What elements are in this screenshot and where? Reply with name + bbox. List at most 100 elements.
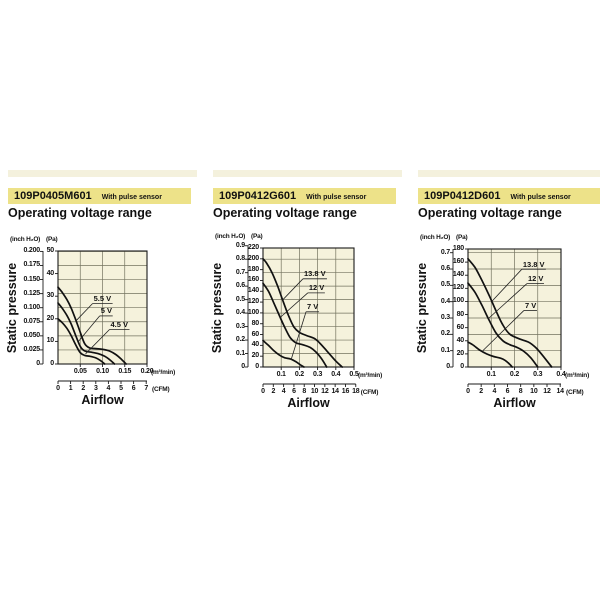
fan-curve-12-V: [467, 282, 539, 368]
pa-tick-label: 40: [46, 269, 55, 277]
top-strip: [213, 170, 402, 177]
inch-tick-label: 0.050: [23, 331, 40, 339]
cfm-tick-label: 6: [292, 388, 296, 395]
pulse-sensor-badge: With pulse sensor: [101, 193, 162, 201]
inch-tick-label: 0: [241, 363, 245, 370]
fan-curve-7-V: [467, 341, 514, 368]
fan-curve-5-5-V: [57, 286, 127, 365]
leader-line: [78, 315, 101, 342]
inch-tick-label: 0: [36, 360, 40, 367]
pulse-sensor-badge: With pulse sensor: [306, 193, 367, 201]
y-unit-left: (inch H₂O): [420, 234, 451, 241]
pa-tick-label: 30: [46, 292, 55, 300]
fan-curve-chart: 220 200 180 160 140 120 100 80 60 40 20 0 0.9 0.8 0.7 0…: [210, 228, 405, 420]
model-number: 109P0412D601: [424, 190, 501, 202]
top-strip: [8, 170, 197, 177]
cfm-tick-label: 7: [144, 385, 149, 392]
x-axis-title: Airflow: [287, 396, 330, 410]
model-number: 109P0412G601: [219, 190, 297, 202]
section-title: Operating voltage range: [418, 206, 562, 220]
x-unit-top: (m³/min): [565, 372, 590, 379]
leader-line: [488, 283, 528, 319]
voltage-label: 7 V: [307, 302, 319, 312]
pa-tick-label: 50: [46, 247, 55, 254]
fan-curve-5-V: [57, 302, 116, 365]
cfm-tick-label: 5: [119, 385, 123, 392]
inch-tick-label: 0.9: [235, 241, 245, 249]
leader-line: [290, 311, 307, 361]
x-unit-bottom: (CFM): [152, 386, 170, 393]
y-axis-title: Static pressure: [5, 262, 19, 353]
pa-tick-label: 160: [247, 276, 259, 284]
leader-line: [75, 303, 93, 322]
pa-tick-label: 0: [50, 360, 54, 367]
m3min-tick-label: 0.10: [96, 368, 109, 375]
voltage-label: 13.8 V: [303, 269, 326, 279]
y-axis-title: Static pressure: [415, 262, 429, 354]
pa-tick-label: 10: [46, 337, 55, 345]
m3min-tick-label: 0.2: [509, 371, 520, 378]
cfm-tick-label: 2: [81, 385, 86, 392]
cfm-tick-label: 3: [93, 385, 98, 392]
chart-canvas: [245, 245, 357, 387]
inch-tick-label: 0.125: [23, 289, 40, 297]
voltage-label: 7 V: [524, 300, 537, 310]
inch-tick-label: 0.6: [440, 265, 450, 273]
inch-tick-label: 0.150: [23, 275, 40, 283]
cfm-tick-label: 0: [466, 388, 470, 395]
cfm-tick-label: 4: [281, 388, 286, 395]
fan-curve-12-V: [262, 282, 328, 368]
cfm-tick-label: 12: [321, 388, 329, 395]
m3min-tick-label: 0.15: [118, 368, 132, 375]
cfm-tick-label: 6: [131, 385, 136, 392]
model-header: 109P0412G601 With pulse sensor: [213, 188, 396, 204]
fan-curve-4-5-V: [57, 317, 106, 365]
m3min-tick-label: 0.20: [140, 368, 154, 375]
pa-tick-label: 180: [247, 265, 259, 273]
cfm-tick-label: 2: [479, 388, 483, 395]
inch-tick-label: 0.7: [235, 268, 245, 276]
inch-tick-label: 0.025: [23, 345, 40, 353]
pa-tick-label: 80: [251, 319, 260, 327]
pa-tick-label: 60: [456, 323, 465, 331]
pa-tick-label: 40: [251, 341, 260, 349]
chart-canvas: [450, 248, 562, 387]
pa-tick-label: 220: [247, 244, 259, 251]
top-strip: [418, 170, 600, 177]
voltage-label: 5 V: [100, 306, 112, 316]
inch-tick-label: 0.175: [23, 261, 40, 269]
cfm-tick-label: 8: [518, 388, 523, 395]
inch-tick-label: 0.075: [23, 317, 40, 325]
cfm-tick-label: 10: [530, 388, 538, 395]
inch-tick-label: 0: [446, 363, 450, 370]
fan-curve-chart: 180 160 140 120 100 80 60 40 20 0 0.7 0.6 0.5 0.4 0.3 0…: [415, 228, 600, 420]
cfm-tick-label: 10: [310, 388, 319, 395]
voltage-label: 13.8 V: [522, 259, 545, 269]
m3min-tick-label: 0.4: [556, 371, 566, 378]
pa-tick-label: 80: [456, 310, 465, 318]
model-header: 109P0412D601 With pulse sensor: [418, 188, 600, 204]
inch-tick-label: 0.2: [235, 336, 245, 344]
leader-line: [282, 278, 304, 301]
leader-line: [492, 268, 523, 302]
inch-tick-label: 0.5: [235, 295, 245, 303]
m3min-tick-label: 0.1: [486, 371, 496, 378]
pa-tick-label: 100: [247, 308, 259, 316]
leader-line: [85, 329, 110, 355]
y-axis-title: Static pressure: [210, 262, 224, 353]
m3min-tick-label: 0.3: [313, 371, 323, 378]
inch-tick-label: 0.1: [440, 346, 450, 354]
inch-tick-label: 0.7: [440, 248, 450, 256]
fan-panel: 109P0412D601 With pulse sensor Operating…: [415, 0, 600, 600]
cfm-tick-label: 16: [341, 388, 350, 395]
cfm-tick-label: 12: [543, 388, 551, 395]
cfm-tick-label: 4: [106, 385, 111, 392]
fan-curve-7-V: [262, 339, 305, 368]
x-unit-top: (m³/min): [358, 372, 383, 379]
voltage-label: 4.5 V: [110, 319, 129, 329]
section-title: Operating voltage range: [213, 206, 357, 220]
inch-tick-label: 0.2: [440, 330, 450, 338]
inch-tick-label: 0.200: [23, 247, 40, 255]
pa-tick-label: 20: [46, 314, 55, 322]
plot-border: [262, 247, 355, 368]
